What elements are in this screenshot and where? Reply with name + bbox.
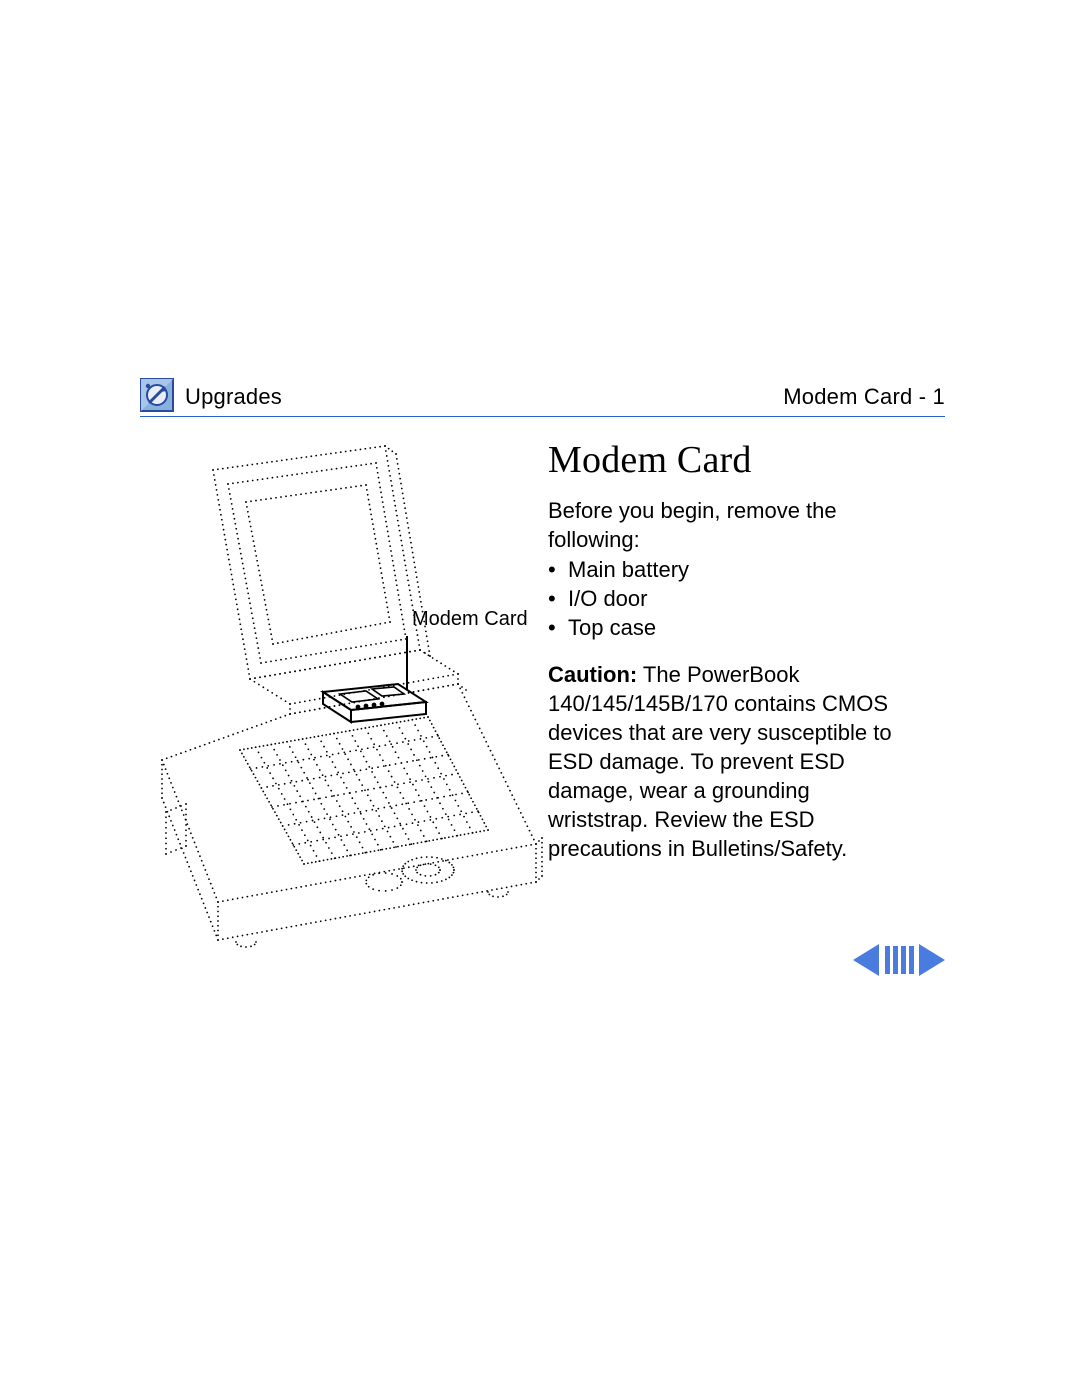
intro-text: Before you begin, remove the following: — [548, 496, 898, 554]
page-title: Modem Card — [548, 438, 752, 482]
page: Upgrades Modem Card - 1 Modem Card Befor… — [0, 0, 1080, 1397]
diagram-callout-label: Modem Card — [412, 608, 528, 631]
caution-label: Caution: — [548, 662, 637, 687]
laptop-diagram — [128, 432, 548, 992]
page-nav — [853, 940, 945, 980]
bullet-icon: • — [548, 555, 568, 584]
caution-paragraph: Caution: The PowerBook 140/145/145B/170 … — [548, 660, 908, 863]
bullet-icon: • — [548, 613, 568, 642]
nav-bars-icon — [885, 946, 914, 974]
list-item-label: Top case — [568, 613, 656, 642]
nav-prev-button[interactable] — [853, 944, 879, 976]
header-page-label: Modem Card - 1 — [783, 384, 945, 410]
caution-text: The PowerBook 140/145/145B/170 contains … — [548, 662, 892, 861]
diagram-callout-line — [406, 636, 408, 690]
upgrades-icon — [140, 378, 174, 412]
list-item: • Main battery — [548, 555, 898, 584]
remove-list: • Main battery • I/O door • Top case — [548, 555, 898, 642]
list-item: • Top case — [548, 613, 898, 642]
list-item-label: Main battery — [568, 555, 689, 584]
header-section-label: Upgrades — [185, 384, 282, 410]
page-header: Upgrades Modem Card - 1 — [140, 378, 945, 418]
list-item-label: I/O door — [568, 584, 647, 613]
bullet-icon: • — [548, 584, 568, 613]
nav-next-button[interactable] — [919, 944, 945, 976]
header-rule — [140, 416, 945, 417]
list-item: • I/O door — [548, 584, 898, 613]
